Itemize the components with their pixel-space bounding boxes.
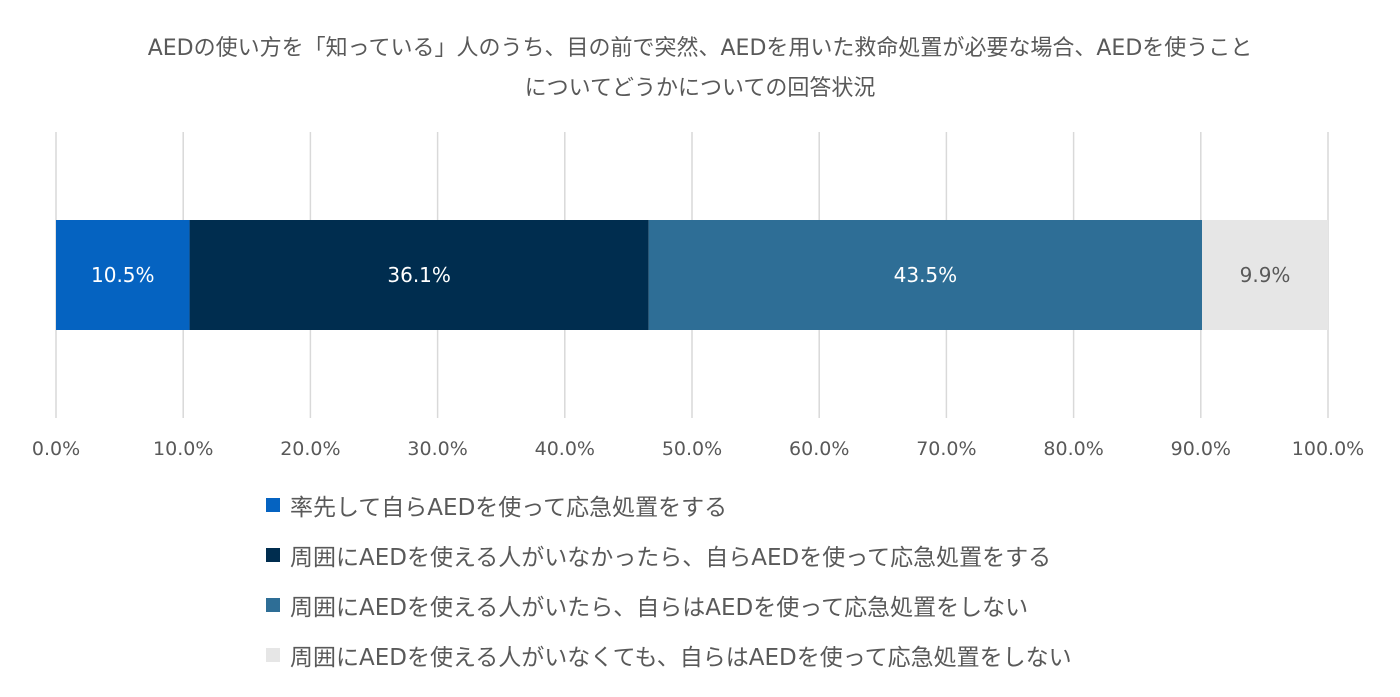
legend-swatch [266, 648, 280, 662]
x-tick-label: 80.0% [1043, 438, 1103, 460]
bar-segment [189, 220, 649, 330]
legend-label: 周囲にAEDを使える人がいなくても、自らはAEDを使って応急処置をしない [290, 645, 1072, 671]
x-tick-label: 90.0% [1171, 438, 1231, 460]
x-tick-label: 50.0% [662, 438, 722, 460]
x-tick-label: 40.0% [535, 438, 595, 460]
legend-item: 周囲にAEDを使える人がいたら、自らはAEDを使って応急処置をしない [266, 580, 1072, 630]
bar-segment [648, 220, 1203, 330]
data-label: 10.5% [91, 263, 155, 287]
chart-title-line-2: についてどうかについての回答状況 [524, 76, 876, 101]
bar-segments [56, 220, 1328, 330]
legend-swatch [266, 498, 280, 512]
legend-item: 周囲にAEDを使える人がいなくても、自らはAEDを使って応急処置をしない [266, 630, 1072, 680]
legend-item: 周囲にAEDを使える人がいなかったら、自らAEDを使って応急処置をする [266, 530, 1072, 580]
data-labels: 10.5% 36.1% 43.5% 9.9% [91, 263, 1290, 287]
legend-item: 率先して自らAEDを使って応急処置をする [266, 480, 1072, 530]
x-tick-label: 0.0% [32, 438, 80, 460]
bar-segment [1202, 220, 1328, 330]
x-axis-tick-labels: 0.0% 10.0% 20.0% 30.0% 40.0% 50.0% 60.0% 70.0% 8… [32, 438, 1364, 460]
legend: 率先して自らAEDを使って応急処置をする周囲にAEDを使える人がいなかったら、自… [266, 480, 1072, 680]
data-label: 36.1% [387, 263, 451, 287]
x-tick-label: 70.0% [916, 438, 976, 460]
x-tick-label: 100.0% [1292, 438, 1364, 460]
legend-label: 率先して自らAEDを使って応急処置をする [290, 495, 728, 521]
bar-segment [56, 220, 190, 330]
data-label: 43.5% [894, 263, 958, 287]
legend-label: 周囲にAEDを使える人がいなかったら、自らAEDを使って応急処置をする [290, 545, 1052, 571]
chart-title-line-1: AEDの使い方を「知っている」人のうち、目の前で突然、AEDを用いた救命処置が必… [147, 36, 1253, 61]
legend-label: 周囲にAEDを使える人がいたら、自らはAEDを使って応急処置をしない [290, 595, 1029, 621]
legend-swatch [266, 598, 280, 612]
x-tick-label: 20.0% [280, 438, 340, 460]
x-tick-label: 10.0% [153, 438, 213, 460]
data-label: 9.9% [1240, 263, 1291, 287]
legend-swatch [266, 548, 280, 562]
x-tick-label: 60.0% [789, 438, 849, 460]
x-tick-label: 30.0% [407, 438, 467, 460]
